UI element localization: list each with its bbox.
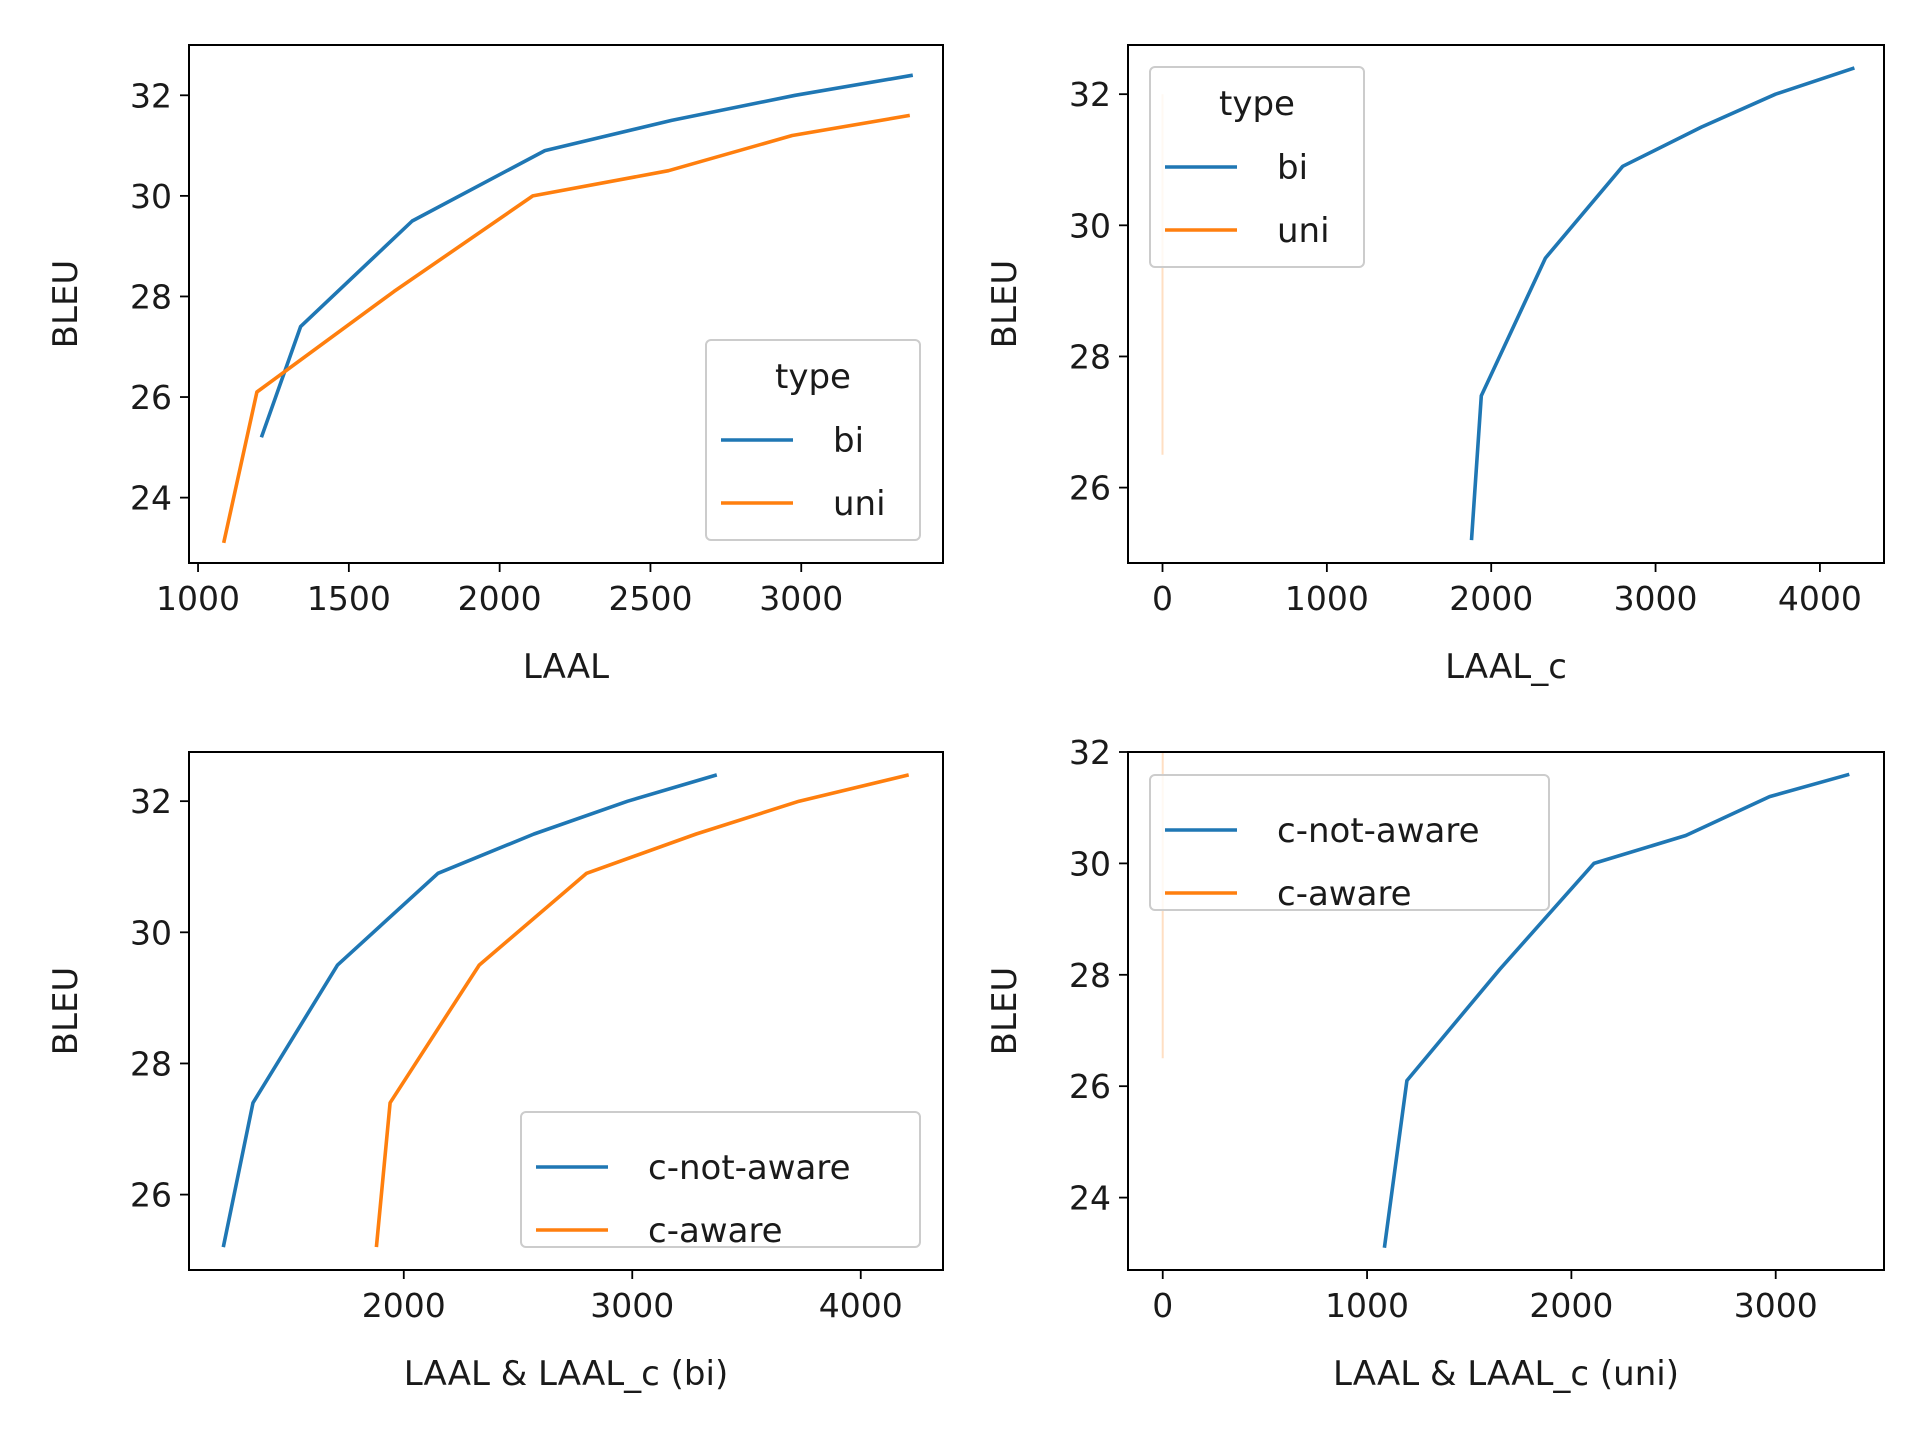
legend-box [1149,66,1365,268]
y-axis-label: BLEU [985,260,1025,349]
legend-box [520,1111,921,1248]
y-tick-label: 28 [130,1044,172,1083]
y-tick-label: 28 [1069,956,1111,995]
legend-label-c-aware: c-aware [648,1211,783,1251]
chart-panel-3: 2000 3000 4000 26 28 30 32 LAAL & LAAL_c (bi) BL… [46,751,944,1394]
y-tick-label: 30 [1069,844,1111,883]
y-tick-label: 30 [1069,206,1111,245]
legend: c-not-aware c-aware [520,1111,921,1251]
chart-panel-2: 0 1000 2000 3000 4000 26 28 30 32 LAAL_c BLEU type b… [985,44,1885,687]
series-line-c-not-aware [1382,772,1850,1248]
x-axis-label: LAAL_c [1445,647,1567,687]
legend: type bi uni [705,339,921,541]
legend-label-c-aware: c-aware [1277,874,1412,914]
legend: type bi uni [1149,66,1365,268]
y-tick-label: 32 [130,76,172,115]
y-tick-label: 32 [1069,75,1111,114]
x-axis-label: LAAL [523,647,609,687]
legend-label-c-not-aware: c-not-aware [1277,811,1480,851]
legend-label-bi: bi [833,421,864,461]
x-tick-label: 1000 [156,579,240,618]
x-tick-label: 3000 [1734,1286,1818,1325]
series-line-bi [1469,66,1855,541]
x-tick-label: 2500 [608,579,692,618]
y-axis-label: BLEU [985,967,1025,1056]
x-tick-label: 2000 [1529,1286,1613,1325]
legend-label-uni: uni [833,484,886,524]
series-line-c-not-aware [221,773,718,1248]
x-tick-label: 2000 [362,1286,446,1325]
legend-box [705,339,921,541]
x-tick-label: 3000 [590,1286,674,1325]
axes-frame [188,44,944,564]
y-tick-label: 30 [130,913,172,952]
y-tick-label: 26 [130,1176,172,1215]
x-tick-label: 4000 [819,1286,903,1325]
x-tick-label: 4000 [1778,579,1862,618]
y-tick-label: 28 [1069,337,1111,376]
legend-box [1149,774,1550,911]
y-axis-label: BLEU [46,260,86,349]
chart-panel-4: 0 1000 2000 3000 24 26 28 30 32 LAAL & LAAL_c (un… [985,733,1885,1394]
axes-frame [1127,44,1885,564]
y-tick-label: 26 [1069,469,1111,508]
y-tick-label: 28 [130,277,172,316]
x-tick-label: 1500 [307,579,391,618]
x-tick-label: 2000 [458,579,542,618]
y-tick-label: 24 [130,479,172,518]
x-tick-label: 0 [1152,1286,1173,1325]
y-tick-label: 32 [1069,733,1111,772]
axes-frame [188,751,944,1271]
series-line-bi [259,73,914,438]
y-tick-label: 32 [130,782,172,821]
x-tick-label: 0 [1152,579,1173,618]
x-axis-label: LAAL & LAAL_c (bi) [404,1354,728,1394]
x-tick-label: 2000 [1449,579,1533,618]
y-tick-label: 26 [1069,1067,1111,1106]
legend-title: type [1219,84,1295,124]
y-tick-label: 26 [130,378,172,417]
y-tick-label: 30 [130,177,172,216]
series-line-uni [221,113,911,544]
x-tick-label: 3000 [759,579,843,618]
x-tick-label: 1000 [1325,1286,1409,1325]
axes-frame [1127,751,1885,1271]
legend-label-c-not-aware: c-not-aware [648,1148,851,1188]
x-tick-label: 1000 [1285,579,1369,618]
series-line-c-aware [374,773,910,1248]
chart-panel-1: 1000 1500 2000 2500 3000 24 26 28 30 32 LAAL BLEU ty… [46,44,944,687]
y-tick-label: 24 [1069,1179,1111,1218]
legend-label-uni: uni [1277,211,1330,251]
legend: c-not-aware c-aware [1149,774,1550,914]
legend-label-bi: bi [1277,148,1308,188]
y-axis-label: BLEU [46,967,86,1056]
legend-title: type [775,357,851,397]
x-tick-label: 3000 [1614,579,1698,618]
x-axis-label: LAAL & LAAL_c (uni) [1333,1354,1679,1394]
